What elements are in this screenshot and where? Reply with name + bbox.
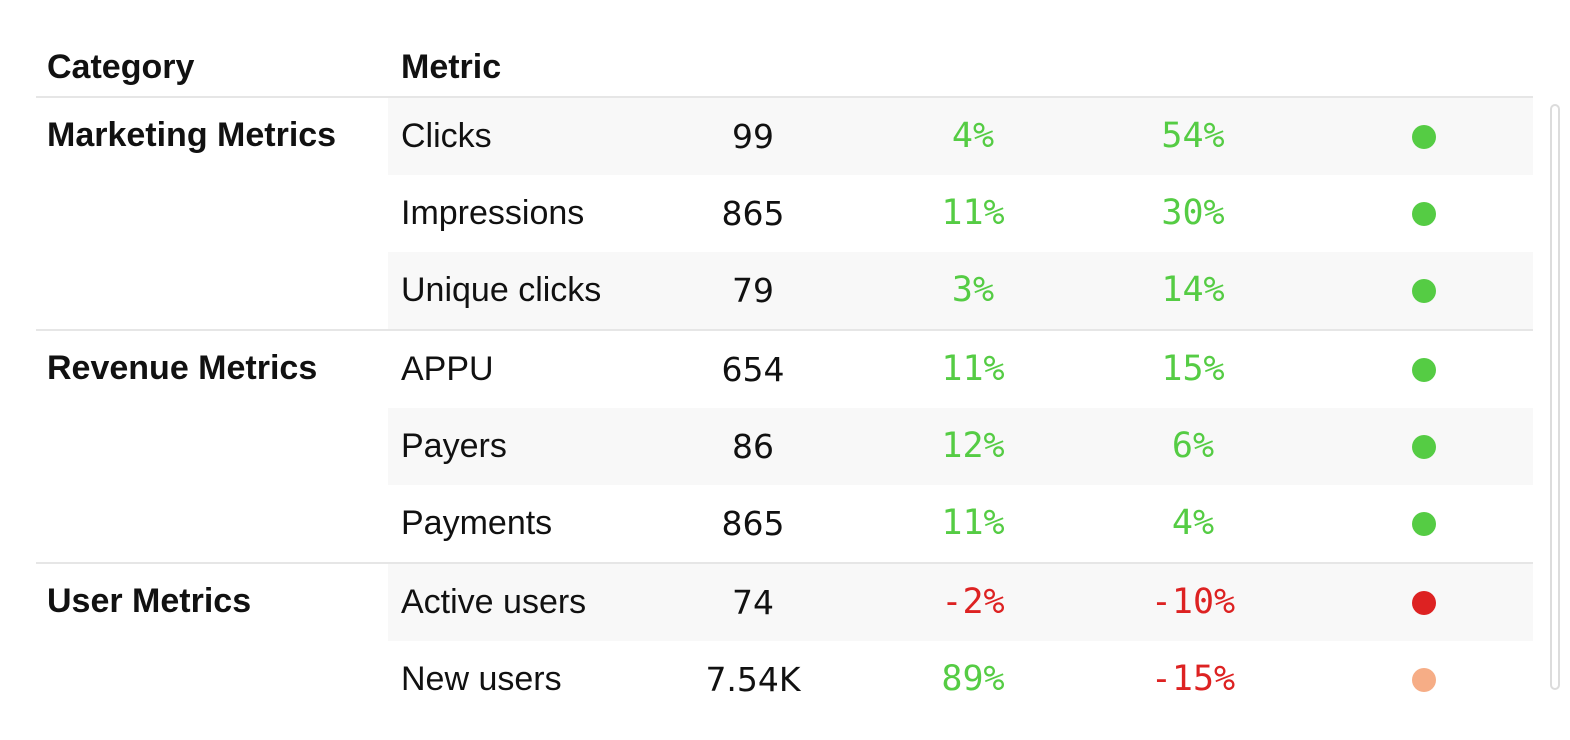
header-category[interactable]: Category	[47, 48, 195, 86]
metric-name: Clicks	[401, 117, 492, 155]
metric-name: Unique clicks	[401, 271, 602, 309]
metric-value: 79	[732, 271, 774, 310]
status-dot-icon	[1412, 125, 1436, 149]
change-1: 12%	[941, 426, 1005, 466]
header-metric[interactable]: Metric	[401, 48, 502, 86]
metric-name: APPU	[401, 350, 494, 388]
status-dot-icon	[1412, 279, 1436, 303]
group-label: Revenue Metrics	[47, 349, 318, 387]
table-body: Marketing Metrics Clicks 99 4% 54% Impression…	[36, 98, 1533, 718]
metric-name: New users	[401, 660, 562, 698]
table-row[interactable]: Clicks 99 4% 54%	[388, 98, 1533, 175]
status-dot-icon	[1412, 591, 1436, 615]
status-dot-icon	[1412, 435, 1436, 459]
metric-value: 654	[721, 350, 785, 389]
row-group: User Metrics Active users 74 -2% -10% New use…	[36, 564, 1533, 718]
table-row[interactable]: Impressions 865 11% 30%	[388, 175, 1533, 252]
table-row[interactable]: Unique clicks 79 3% 14%	[388, 252, 1533, 329]
change-1: -2%	[941, 582, 1005, 622]
change-1: 11%	[941, 503, 1005, 543]
metric-value: 86	[732, 427, 774, 466]
change-1: 11%	[941, 349, 1005, 389]
change-1: 4%	[951, 116, 995, 156]
table-row[interactable]: APPU 654 11% 15%	[388, 331, 1533, 408]
metric-value: 865	[721, 194, 785, 233]
table-row[interactable]: Payments 865 11% 4%	[388, 485, 1533, 562]
change-2: -10%	[1150, 582, 1236, 622]
vertical-scrollbar[interactable]	[1550, 104, 1560, 690]
metric-value: 7.54K	[705, 660, 801, 699]
change-2: -15%	[1150, 659, 1236, 699]
table-header: Category Metric	[36, 40, 1533, 98]
metric-value: 865	[721, 504, 785, 543]
row-group: Marketing Metrics Clicks 99 4% 54% Impression…	[36, 98, 1533, 331]
metric-name: Impressions	[401, 194, 585, 232]
change-2: 30%	[1161, 193, 1225, 233]
metric-value: 99	[732, 117, 774, 156]
group-label: User Metrics	[47, 582, 252, 620]
table-row[interactable]: Active users 74 -2% -10%	[388, 564, 1533, 641]
group-label: Marketing Metrics	[47, 116, 337, 154]
metric-name: Payments	[401, 504, 553, 542]
table-row[interactable]: Payers 86 12% 6%	[388, 408, 1533, 485]
change-1: 89%	[941, 659, 1005, 699]
metric-value: 74	[732, 583, 774, 622]
change-2: 4%	[1171, 503, 1215, 543]
change-2: 6%	[1171, 426, 1215, 466]
metrics-table: Category Metric Marketing Metrics Clicks 9…	[36, 40, 1533, 718]
status-dot-icon	[1412, 202, 1436, 226]
row-group: Revenue Metrics APPU 654 11% 15% Payers 86 12% 6…	[36, 331, 1533, 564]
metric-name: Active users	[401, 583, 587, 621]
change-2: 54%	[1161, 116, 1225, 156]
table-row[interactable]: New users 7.54K 89% -15%	[388, 641, 1533, 718]
metric-name: Payers	[401, 427, 507, 465]
status-dot-icon	[1412, 512, 1436, 536]
change-2: 14%	[1161, 270, 1225, 310]
status-dot-icon	[1412, 668, 1436, 692]
change-2: 15%	[1161, 349, 1225, 389]
change-1: 11%	[941, 193, 1005, 233]
change-1: 3%	[951, 270, 995, 310]
status-dot-icon	[1412, 358, 1436, 382]
